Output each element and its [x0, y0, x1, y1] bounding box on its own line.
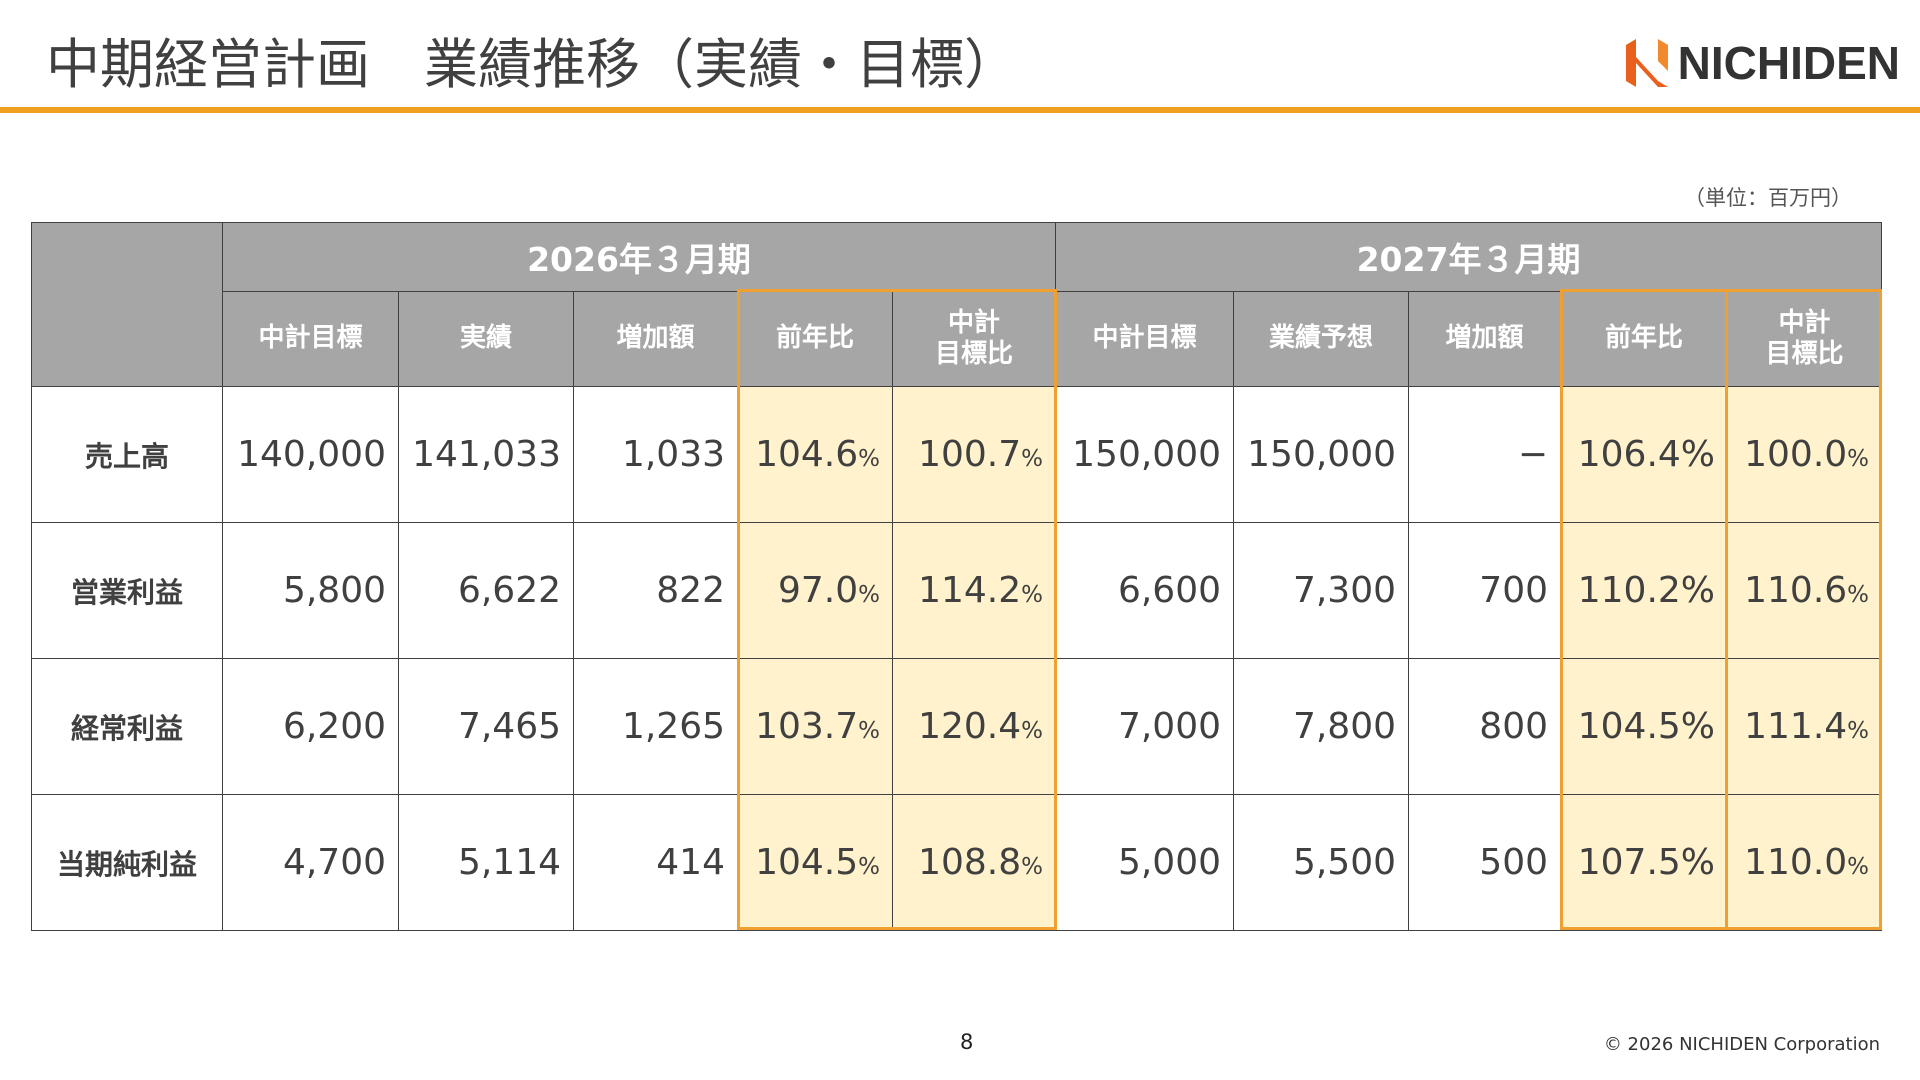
column-header: 中計目標 [1055, 291, 1235, 387]
table-cell: 700 [1408, 522, 1562, 659]
row-label: 当期純利益 [31, 794, 223, 931]
table-cell: 106.4% [1560, 386, 1729, 523]
table-cell: 1,265 [573, 658, 738, 795]
group-header: 2026年３月期 [221, 222, 1057, 292]
copyright: © 2026 NICHIDEN Corporation [1603, 1034, 1880, 1055]
cell-value: 114.2 [918, 570, 1022, 611]
table-cell: 111.4% [1727, 658, 1883, 795]
table-row: 売上高 140,000 141,033 1,033 104.6% 100.7% 150,00… [31, 386, 1883, 523]
column-header: 増加額 [573, 291, 738, 387]
cell-unit: % [1847, 446, 1870, 472]
cell-unit: % [1021, 854, 1044, 880]
cell-value: 104.5 [755, 842, 859, 883]
table-cell: 1,033 [573, 386, 738, 523]
table-row: 当期純利益 4,700 5,114 414 104.5% 108.8% 5,000 5,500… [31, 794, 1883, 931]
table-cell: 5,500 [1233, 794, 1410, 931]
table-cell: 150,000 [1055, 386, 1235, 523]
table-row: 営業利益 5,800 6,622 822 97.0% 114.2% 6,600 7,300 70… [31, 522, 1883, 659]
row-label: 売上高 [31, 386, 223, 523]
logo: NICHIDEN [1624, 36, 1900, 90]
cell-unit: % [1021, 446, 1044, 472]
table-cell: 5,000 [1055, 794, 1235, 931]
logo-text: NICHIDEN [1677, 37, 1900, 89]
table-cell: 104.5% [737, 794, 893, 931]
table-cell: 414 [573, 794, 738, 931]
unit-note: （単位：百万円） [1684, 186, 1852, 210]
cell-unit: % [1847, 718, 1870, 744]
results-table: 2026年３月期 2027年３月期 中計目標 実績 増加額 前年比 中計 目標比 中計目標業… [31, 222, 1883, 931]
row-label: 経常利益 [31, 658, 223, 795]
column-header: 業績予想 [1233, 291, 1410, 387]
column-header: 増加額 [1408, 291, 1562, 387]
cell-value: 120.4 [918, 706, 1022, 747]
table-cell: 110.2% [1560, 522, 1729, 659]
table-cell: 800 [1408, 658, 1562, 795]
table-cell: 500 [1408, 794, 1562, 931]
cell-unit: % [858, 582, 880, 608]
cell-unit: % [858, 718, 880, 744]
title: 中期経営計画 業績推移（実績・目標） [46, 33, 1018, 96]
table-cell: 140,000 [222, 386, 399, 523]
cell-unit: % [1847, 854, 1870, 880]
cell-unit: % [858, 446, 880, 472]
table-cell: 7,800 [1233, 658, 1410, 795]
row-label: 営業利益 [31, 522, 223, 659]
table-cell: 6,600 [1055, 522, 1235, 659]
cell-unit: % [1847, 582, 1870, 608]
cell-value: 103.7 [755, 706, 859, 747]
table-cell: 104.5% [1560, 658, 1729, 795]
cell-value: 108.8 [918, 842, 1022, 883]
table-cell: 120.4% [891, 658, 1057, 795]
table-cell: 110.0% [1727, 794, 1883, 931]
table-cell: 107.5% [1560, 794, 1729, 931]
table-cell: 108.8% [891, 794, 1057, 931]
column-header: 前年比 [737, 291, 893, 387]
table-cell: 7,000 [1055, 658, 1235, 795]
page-number: 8 [960, 1030, 974, 1054]
cell-value: 100.0 [1744, 434, 1848, 475]
cell-value: 104.6 [755, 434, 859, 475]
table-cell: 5,114 [398, 794, 574, 931]
cell-unit: % [858, 854, 880, 880]
table-cell: 110.6% [1727, 522, 1883, 659]
table-cell: 97.0% [737, 522, 893, 659]
cell-value: 97.0 [777, 570, 859, 611]
header-rule [0, 107, 1920, 113]
cell-unit: % [1021, 582, 1044, 608]
group-header: 2027年３月期 [1055, 222, 1883, 292]
logo-icon [1625, 39, 1668, 87]
cell-value: 111.4 [1744, 706, 1848, 747]
table-cell: 7,300 [1233, 522, 1410, 659]
table-cell: 100.7% [891, 386, 1057, 523]
table-cell: 114.2% [891, 522, 1057, 659]
table-cell: 104.6% [737, 386, 893, 523]
table-cell: 822 [573, 522, 738, 659]
column-header: 中計 目標比 [1727, 291, 1883, 387]
table-cell: 103.7% [737, 658, 893, 795]
table-cell: 4,700 [222, 794, 399, 931]
table-cell: 100.0% [1727, 386, 1883, 523]
corner [31, 222, 223, 387]
table-cell: 7,465 [398, 658, 574, 795]
table-cell: 6,200 [222, 658, 399, 795]
cell-value: 110.0 [1744, 842, 1848, 883]
table-cell: 141,033 [398, 386, 574, 523]
cell-value: 110.6 [1744, 570, 1848, 611]
column-header: 実績 [398, 291, 574, 387]
table-cell: 5,800 [222, 522, 399, 659]
table-cell: − [1408, 386, 1562, 523]
cell-value: 100.7 [918, 434, 1022, 475]
column-header: 中計目標 [222, 291, 399, 387]
table-cell: 6,622 [398, 522, 574, 659]
table-row: 経常利益 6,200 7,465 1,265 103.7% 120.4% 7,000 7,80… [31, 658, 1883, 795]
column-header: 中計 目標比 [891, 291, 1057, 387]
column-header: 前年比 [1560, 291, 1729, 387]
cell-unit: % [1021, 718, 1044, 744]
table-cell: 150,000 [1233, 386, 1410, 523]
